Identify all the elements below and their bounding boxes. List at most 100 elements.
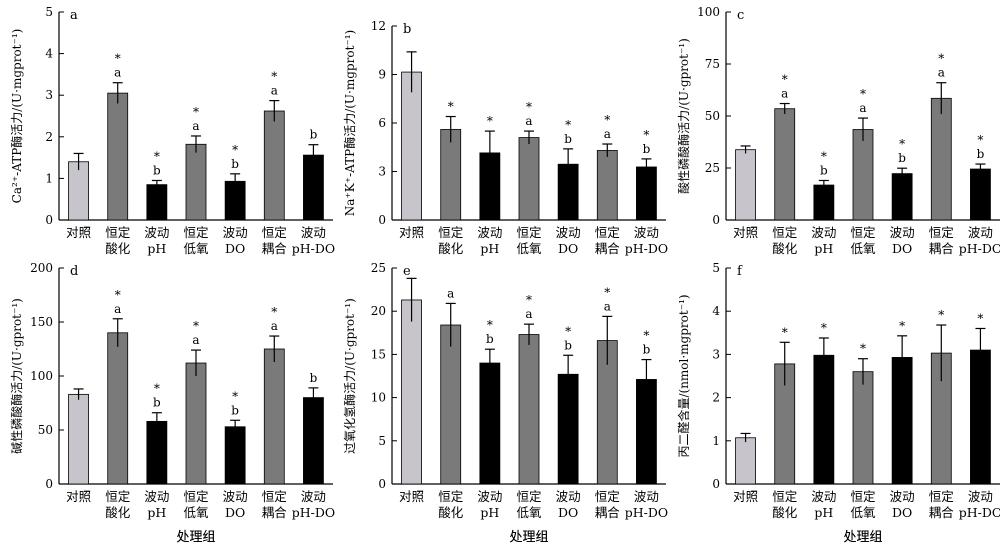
x-tick-label: DO <box>892 505 912 520</box>
x-tick-label: 恒定 <box>262 489 287 504</box>
y-tick-label: 1 <box>712 434 720 448</box>
x-tick-label: 波动 <box>477 489 502 504</box>
bar <box>596 150 618 221</box>
y-tick-label: 15 <box>371 347 386 361</box>
significance-label: a <box>525 114 532 128</box>
x-tick-label: 耦合 <box>262 505 288 520</box>
significance-label: * <box>604 285 610 299</box>
bar <box>68 393 89 485</box>
y-tick-label: 0 <box>378 477 386 491</box>
x-tick-label: pH <box>147 505 166 520</box>
x-tick-label: 耦合 <box>929 241 955 256</box>
significance-label: * <box>860 342 866 356</box>
bar <box>518 137 540 221</box>
y-tick-label: 4 <box>712 304 720 318</box>
x-tick-label: 波动 <box>811 489 836 504</box>
significance-label: b <box>820 163 828 177</box>
x-tick-label: 酸化 <box>772 505 798 520</box>
bar <box>146 420 168 485</box>
x-tick-label: 对照 <box>399 489 424 504</box>
x-tick-label: 恒定 <box>850 225 875 240</box>
x-tick-label: 恒定 <box>929 225 954 240</box>
significance-label: * <box>643 329 649 343</box>
significance-label: * <box>565 324 571 338</box>
significance-label: a <box>271 84 278 98</box>
x-tick-label: pH-DO <box>625 241 668 256</box>
x-tick-label: 酸化 <box>105 241 131 256</box>
x-tick-label: 恒定 <box>929 489 954 504</box>
x-tick-label: DO <box>558 505 578 520</box>
bar <box>440 129 462 221</box>
significance-label: a <box>859 101 866 115</box>
x-tick-label: 对照 <box>66 489 91 504</box>
x-tick-label: 恒定 <box>516 225 541 240</box>
x-tick-label: 对照 <box>66 225 91 240</box>
x-tick-label: 对照 <box>733 225 758 240</box>
significance-label: * <box>821 321 827 335</box>
x-tick-label: 耦合 <box>595 505 621 520</box>
x-tick-label: DO <box>892 241 912 256</box>
significance-label: * <box>565 118 571 132</box>
x-tick-label: 酸化 <box>772 241 798 256</box>
x-tick-label: 波动 <box>634 225 659 240</box>
x-tick-label: 恒定 <box>772 225 797 240</box>
y-tick-label: 0 <box>712 477 720 491</box>
x-tick-label: 波动 <box>144 489 169 504</box>
significance-label: a <box>781 87 788 101</box>
significance-label: a <box>604 299 611 313</box>
significance-label: * <box>604 113 610 127</box>
bar <box>224 426 246 485</box>
x-tick-label: pH-DO <box>959 505 1000 520</box>
y-tick-label: 6 <box>378 116 386 130</box>
significance-label: b <box>486 332 494 346</box>
y-tick-label: 5 <box>712 261 720 275</box>
significance-label: b <box>153 396 161 410</box>
x-tick-label: 波动 <box>144 225 169 240</box>
y-tick-label: 20 <box>371 304 386 318</box>
y-tick-label: 0 <box>45 477 53 491</box>
y-tick-label: 50 <box>705 109 720 123</box>
bar <box>774 108 796 221</box>
y-tick-label: 2 <box>45 130 53 144</box>
significance-label: * <box>821 149 827 163</box>
y-tick-label: 50 <box>38 423 53 437</box>
x-axis-label: 处理组 <box>509 530 548 545</box>
bar <box>813 354 835 485</box>
significance-label: b <box>643 343 651 357</box>
bar <box>518 334 540 485</box>
significance-label: * <box>643 128 649 142</box>
x-tick-label: pH <box>480 505 499 520</box>
significance-label: * <box>899 319 905 333</box>
x-tick-label: pH <box>814 241 833 256</box>
x-tick-label: 波动 <box>890 225 915 240</box>
bar <box>891 173 913 221</box>
x-axis-label: 处理组 <box>176 530 215 545</box>
x-tick-label: 波动 <box>890 489 915 504</box>
x-axis-label: 处理组 <box>509 530 548 545</box>
significance-label: b <box>643 142 651 156</box>
bar <box>146 184 168 221</box>
x-tick-label: 酸化 <box>105 505 131 520</box>
x-tick-label: 低氧 <box>183 241 209 256</box>
significance-label: * <box>977 133 983 147</box>
x-tick-label: pH-DO <box>625 505 668 520</box>
panel-letter: c <box>737 8 744 23</box>
x-tick-label: 对照 <box>399 225 424 240</box>
significance-label: * <box>193 105 199 119</box>
y-axis-label: Na⁺K⁺-ATP酶活力/(U·mgprot⁻¹) <box>342 30 357 216</box>
x-tick-label: 酸化 <box>438 505 464 520</box>
y-axis-label: 过氧化氢酶活力/(U·gprot⁻¹) <box>342 298 357 454</box>
y-tick-label: 10 <box>371 391 386 405</box>
x-tick-label: 波动 <box>556 489 581 504</box>
x-tick-label: 耦合 <box>595 241 621 256</box>
significance-label: * <box>782 325 788 339</box>
bar <box>401 71 422 221</box>
bar <box>852 371 874 485</box>
x-axis-label: 处理组 <box>843 530 882 545</box>
significance-label: a <box>192 333 199 347</box>
significance-label: b <box>564 132 572 146</box>
y-tick-label: 75 <box>705 57 720 71</box>
bar <box>263 348 285 485</box>
x-tick-label: 耦合 <box>929 505 955 520</box>
